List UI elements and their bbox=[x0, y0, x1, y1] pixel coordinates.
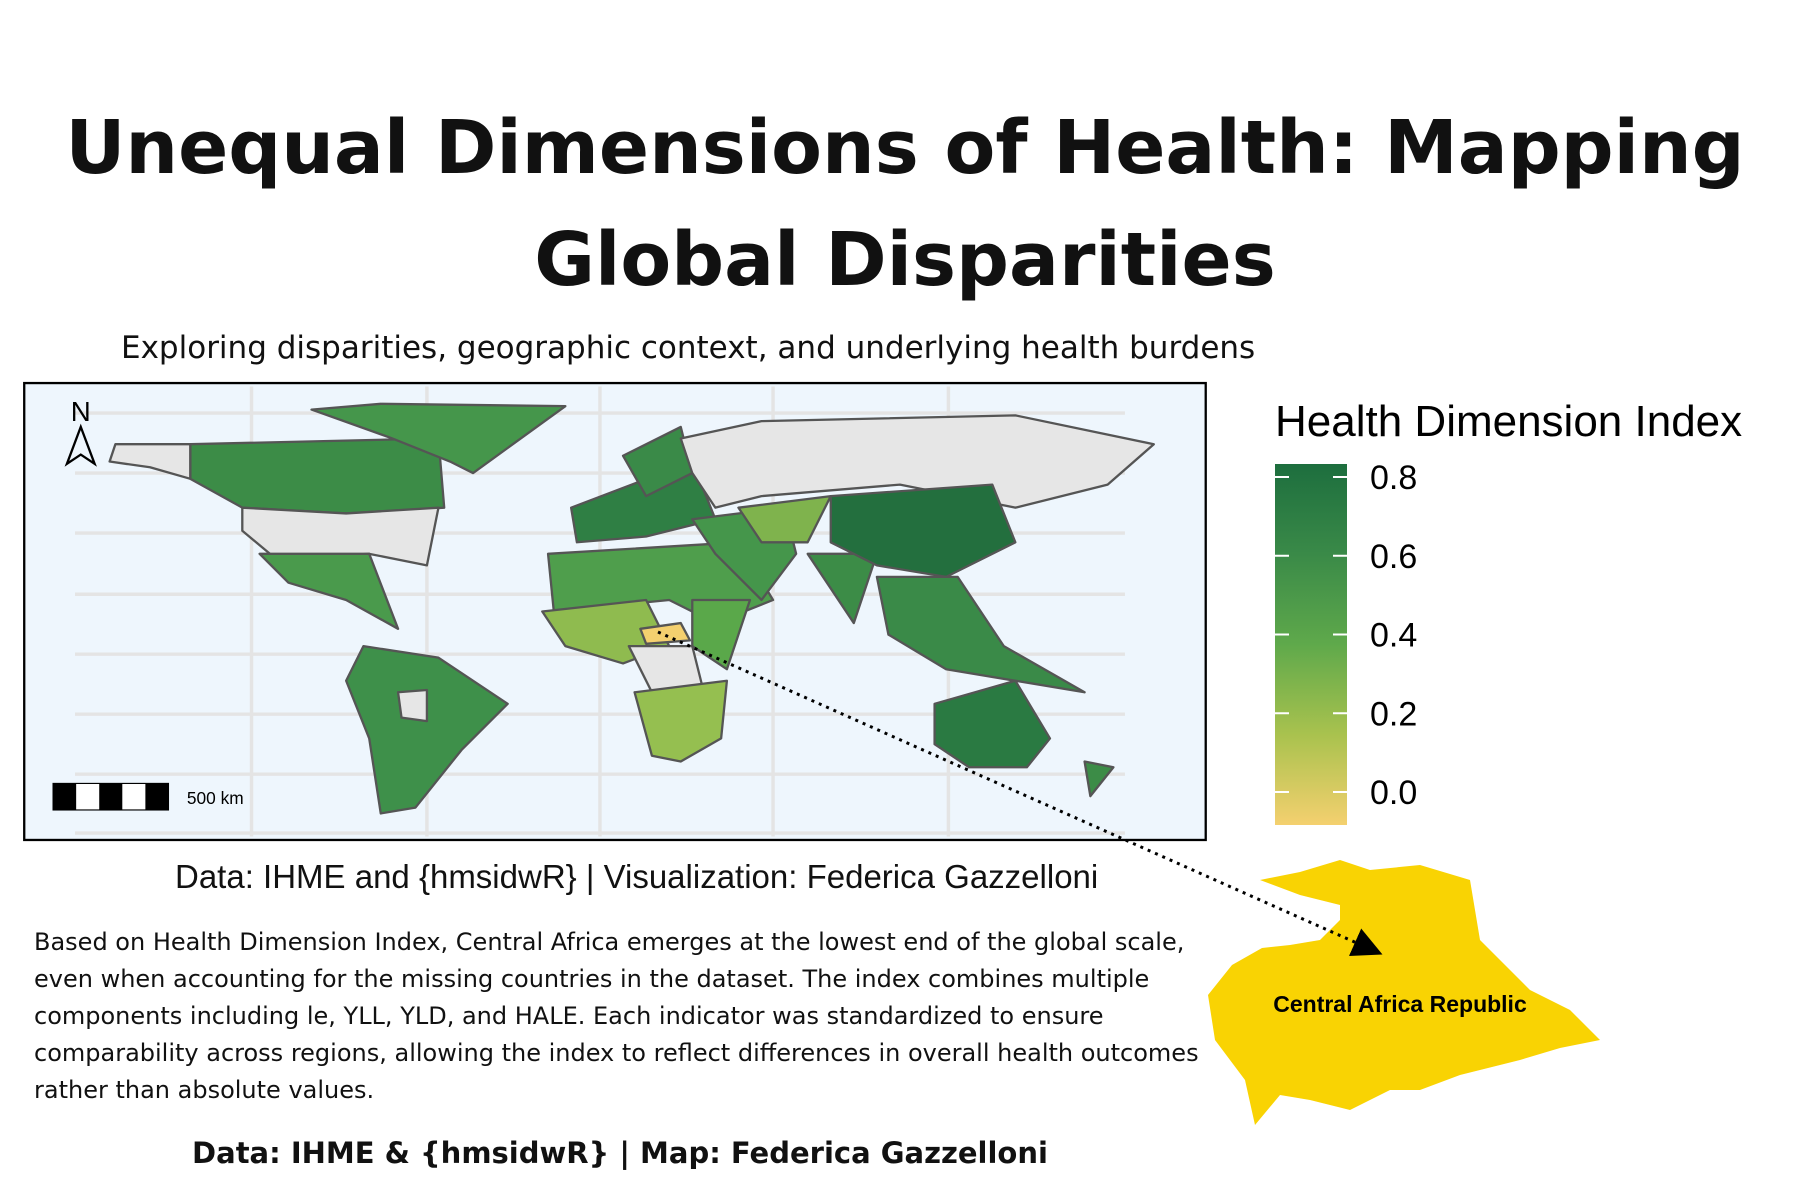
countries bbox=[108, 402, 1155, 815]
legend-tick-label: 0.0 bbox=[1370, 774, 1417, 812]
callout-arrow bbox=[657, 630, 1383, 956]
description: Based on Health Dimension Index, Central… bbox=[34, 928, 1199, 1104]
legend-tick-label: 0.8 bbox=[1370, 459, 1417, 497]
legend-tick-label: 0.4 bbox=[1370, 617, 1417, 655]
scale-bar: 500 km bbox=[52, 782, 244, 811]
color-bar bbox=[1275, 464, 1347, 825]
subtitle: Exploring disparities, geographic contex… bbox=[121, 330, 1256, 366]
legend-tick-label: 0.6 bbox=[1370, 538, 1417, 576]
north-arrow: N bbox=[64, 396, 97, 467]
map: N 500 km bbox=[23, 381, 1207, 842]
caption: Data: IHME and {hmsidwR} | Visualization… bbox=[175, 858, 1099, 895]
legend-title: Health Dimension Index bbox=[1275, 397, 1742, 446]
legend-ticks: 0.0 0.2 0.4 0.6 0.8 bbox=[1275, 459, 1417, 812]
legend-tick-label: 0.2 bbox=[1370, 695, 1417, 733]
car-shape bbox=[1208, 860, 1600, 1125]
north-label: N bbox=[71, 396, 91, 427]
title: Unequal Dimensions of Health: Mapping Gl… bbox=[65, 105, 1745, 303]
scale-label: 500 km bbox=[187, 788, 244, 808]
footer: Data: IHME & {hmsidwR} | Map: Federica G… bbox=[192, 1136, 1048, 1170]
callout-label: Central Africa Republic bbox=[1273, 991, 1527, 1017]
